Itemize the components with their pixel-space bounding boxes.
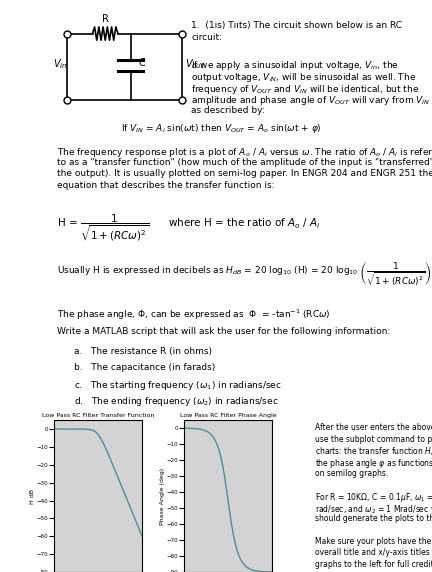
Text: to as a "transfer function" (how much of the amplitude of the input is "transfer: to as a "transfer function" (how much of…	[57, 157, 432, 166]
Text: the output). It is usually plotted on semi-log paper. In ENGR 204 and ENGR 251 t: the output). It is usually plotted on se…	[57, 169, 432, 178]
Text: circuit:: circuit:	[191, 33, 222, 42]
Text: on semilog graphs.: on semilog graphs.	[315, 468, 389, 478]
Title: Low Pass RC Filter Transfer Function: Low Pass RC Filter Transfer Function	[42, 414, 154, 418]
Y-axis label: Phase Angle (deg): Phase Angle (deg)	[160, 467, 165, 525]
Text: output voltage, $V_{IN}$, will be sinusoidal as well. The: output voltage, $V_{IN}$, will be sinuso…	[191, 71, 416, 84]
Text: equation that describes the transfer function is:: equation that describes the transfer fun…	[57, 181, 275, 190]
Text: should generate the plots to the left.: should generate the plots to the left.	[315, 514, 432, 523]
Text: If we apply a sinusoidal input voltage, $V_{in}$, the: If we apply a sinusoidal input voltage, …	[191, 59, 399, 72]
Text: frequency of $V_{OUT}$ and $V_{IN}$ will be identical, but the: frequency of $V_{OUT}$ and $V_{IN}$ will…	[191, 82, 419, 96]
Text: Make sure your plots have the same: Make sure your plots have the same	[315, 537, 432, 546]
Text: For R = 10K$\Omega$, C = 0.1$\mu$F, $\omega_1$ = 1: For R = 10K$\Omega$, C = 0.1$\mu$F, $\om…	[315, 491, 432, 505]
Text: amplitude and phase angle of $V_{OUT}$ will vary from $V_{IN}$: amplitude and phase angle of $V_{OUT}$ w…	[191, 94, 431, 108]
Title: Low Pass RC Filter Phase Angle: Low Pass RC Filter Phase Angle	[180, 414, 276, 418]
Text: After the user enters the above data: After the user enters the above data	[315, 423, 432, 432]
Text: use the subplot command to plot two: use the subplot command to plot two	[315, 435, 432, 443]
Text: Usually H is expressed in decibels as $H_{dB}$ = 20 log$_{10}$ (H) = 20 log$_{10: Usually H is expressed in decibels as $H…	[57, 260, 432, 288]
Text: Write a MATLAB script that will ask the user for the following information:: Write a MATLAB script that will ask the …	[57, 327, 391, 336]
Text: d.   The ending frequency ($\omega_2$) in radians/sec: d. The ending frequency ($\omega_2$) in …	[74, 395, 279, 408]
Text: If $V_{IN}$ = $A_i$ sin($\omega$t) then $V_{OUT}$ = $A_o$ sin($\omega$t + $\varp: If $V_{IN}$ = $A_i$ sin($\omega$t) then …	[121, 122, 322, 135]
Text: as described by:: as described by:	[191, 106, 265, 115]
Text: a.   The resistance R (in ohms): a. The resistance R (in ohms)	[74, 347, 212, 356]
Text: 1.  (1ıs) Tııts) The circuit shown below is an RC: 1. (1ıs) Tııts) The circuit shown below …	[191, 21, 402, 30]
Text: The phase angle, $\Phi$, can be expressed as  $\Phi$  = -tan$^{-1}$ (RC$\omega$): The phase angle, $\Phi$, can be expresse…	[57, 308, 331, 322]
Text: graphs to the left for full credit: graphs to the left for full credit	[315, 560, 432, 569]
Y-axis label: H dB: H dB	[30, 488, 35, 503]
Text: rad/sec, and $\omega_2$ = 1 Mrad/sec you: rad/sec, and $\omega_2$ = 1 Mrad/sec you	[315, 503, 432, 516]
Text: the phase angle $\varphi$ as functions of $\omega$: the phase angle $\varphi$ as functions o…	[315, 457, 432, 470]
Text: H = $\dfrac{1}{\sqrt{1 + (RC\omega)^2}}$      where H = the ratio of $A_o$ / $A_: H = $\dfrac{1}{\sqrt{1 + (RC\omega)^2}}$…	[57, 213, 321, 244]
Text: c.   The starting frequency ($\omega_1$) in radians/sec: c. The starting frequency ($\omega_1$) i…	[74, 379, 282, 392]
Text: overall title and x/y-axis titles as the: overall title and x/y-axis titles as the	[315, 549, 432, 558]
Text: The frequency response plot is a plot of $A_o$ / $A_i$ versus $\omega$. The rati: The frequency response plot is a plot of…	[57, 146, 432, 159]
Text: charts: the transfer function $H_{dB}$ and: charts: the transfer function $H_{dB}$ a…	[315, 446, 432, 458]
Text: b.   The capacitance (in farads): b. The capacitance (in farads)	[74, 363, 215, 372]
